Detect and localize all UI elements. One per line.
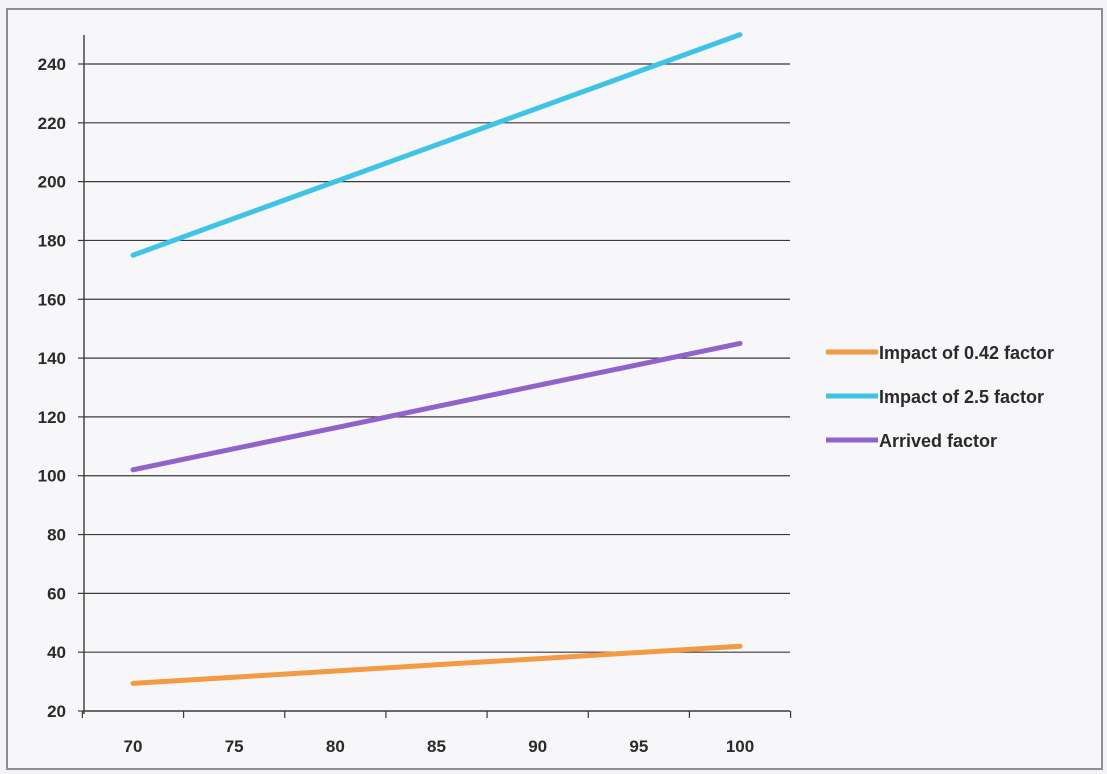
grid-lines	[84, 63, 790, 653]
x-tick-label-100: 100	[726, 737, 754, 756]
series-lines	[130, 32, 743, 686]
y-tick-label-200: 200	[38, 173, 66, 192]
x-tick-label-70: 70	[124, 737, 143, 756]
legend-label-1: Impact of 0.42 factor	[879, 343, 1054, 363]
axes	[78, 35, 792, 718]
y-tick-label-60: 60	[47, 584, 66, 603]
y-tick-label-140: 140	[38, 349, 66, 368]
legend: Impact of 0.42 factor Impact of 2.5 facto…	[826, 343, 1054, 451]
x-tick-label-75: 75	[225, 737, 244, 756]
y-tick-label-120: 120	[38, 408, 66, 427]
series-line-1	[130, 643, 743, 686]
legend-label-2: Impact of 2.5 factor	[879, 387, 1044, 407]
x-tick-label-90: 90	[528, 737, 547, 756]
y-tick-label-100: 100	[38, 467, 66, 486]
y-tick-label-240: 240	[38, 55, 66, 74]
y-tick-label-160: 160	[38, 290, 66, 309]
chart-frame	[6, 8, 1103, 770]
y-tick-label-220: 220	[38, 114, 66, 133]
x-tick-label-80: 80	[326, 737, 345, 756]
x-tick-labels: 70 75 80 85 90 95 100	[124, 737, 755, 756]
y-tick-labels: 20 40 60 80 100 120 140 160 180 200 220 240	[38, 55, 66, 721]
series-line-2	[130, 32, 743, 258]
x-tick-label-85: 85	[427, 737, 446, 756]
y-tick-label-80: 80	[47, 526, 66, 545]
y-tick-label-20: 20	[47, 702, 66, 721]
y-tick-label-180: 180	[38, 231, 66, 250]
series-line-3	[130, 340, 743, 473]
x-tick-label-95: 95	[629, 737, 648, 756]
legend-label-3: Arrived factor	[879, 431, 997, 451]
y-tick-label-40: 40	[47, 643, 66, 662]
